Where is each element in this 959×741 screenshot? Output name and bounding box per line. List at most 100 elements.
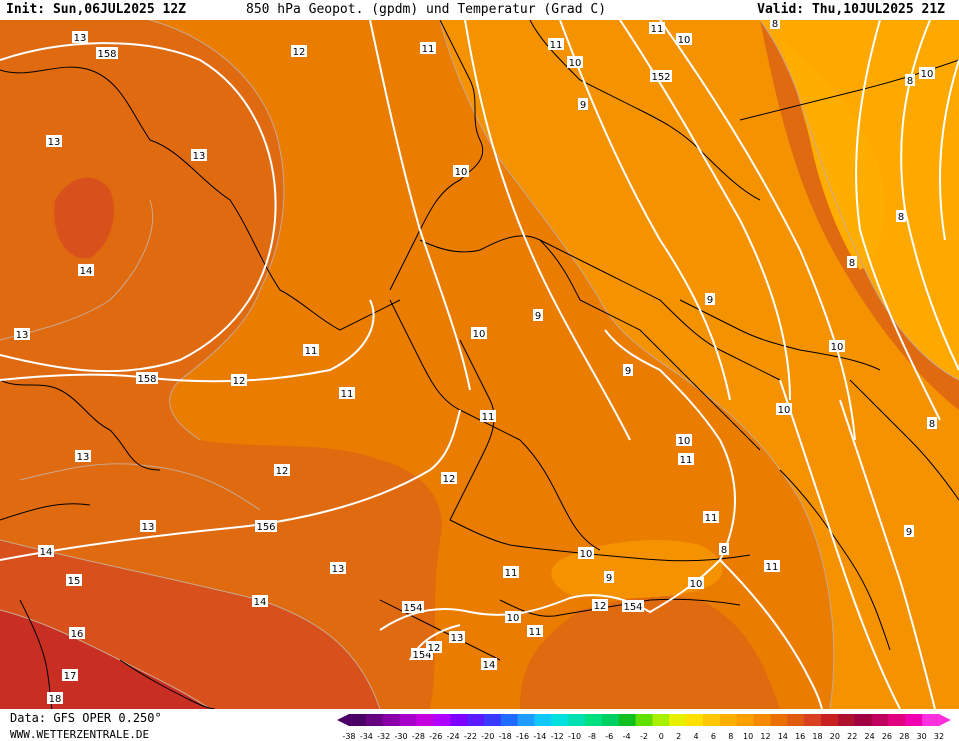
valid-time: Valid: Thu,10JUL2025 21Z xyxy=(757,2,945,17)
legend-tick-label: 18 xyxy=(812,732,822,741)
temperature-label: 9 xyxy=(604,571,614,584)
legend-tick-label: -26 xyxy=(429,732,442,741)
temperature-label-text: 11 xyxy=(505,568,518,579)
legend-swatch xyxy=(618,714,637,726)
temp-zone-14-16-nw xyxy=(54,177,114,259)
temperature-label-box xyxy=(567,56,583,68)
temperature-label-box xyxy=(420,42,436,54)
geopotential-label-box xyxy=(255,520,277,532)
geopotential-labels: 158 158 156 154 154 154 152 xyxy=(96,47,672,661)
temperature-label-text: 8 xyxy=(898,212,904,223)
temperature-label-box xyxy=(896,210,906,222)
temperature-label: 11 xyxy=(420,42,436,55)
temperature-label: 12 xyxy=(291,45,307,58)
legend-tick-label: 8 xyxy=(728,732,733,741)
map-title: 850 hPa Geopot. (gpdm) und Temperatur (G… xyxy=(246,2,607,17)
temperature-label-text: 8 xyxy=(721,545,727,556)
temperature-label-text: 14 xyxy=(254,597,267,608)
temperature-label: 14 xyxy=(252,595,268,608)
temperature-label-text: 11 xyxy=(680,455,693,466)
legend-tick-label: 12 xyxy=(760,732,770,741)
temperature-label: 14 xyxy=(481,658,497,671)
temperature-labels: 13 13 13 12 14 13 11 12 11 13 12 13 14 15 13 14 16 17 18 11… xyxy=(14,20,937,705)
temperature-label-text: 13 xyxy=(332,564,345,575)
temperature-label-box xyxy=(274,464,290,476)
temperature-label-box xyxy=(578,98,588,110)
temperature-label: 12 xyxy=(426,641,442,654)
temperature-label-box xyxy=(676,434,692,446)
temperature-label-text: 11 xyxy=(529,627,542,638)
geopotential-label: 158 xyxy=(136,372,158,385)
temperature-label-box xyxy=(703,511,719,523)
temperature-label: 10 xyxy=(776,403,792,416)
legend-tick-label: -34 xyxy=(360,732,373,741)
temperature-label-text: 18 xyxy=(49,694,62,705)
temperature-label-text: 10 xyxy=(569,58,582,69)
temperature-label: 15 xyxy=(66,574,82,587)
legend-swatch xyxy=(821,714,839,726)
legend-tick-label: -16 xyxy=(516,732,529,741)
legend-tick-label: -6 xyxy=(605,732,613,741)
geopotential-label: 156 xyxy=(255,520,277,533)
temperature-label: 11 xyxy=(339,387,355,400)
legend-tick-label: 28 xyxy=(899,732,909,741)
temperature-label: 9 xyxy=(578,98,588,111)
temperature-label: 8 xyxy=(927,417,937,430)
temperature-label: 13 xyxy=(140,520,156,533)
temperature-label: 16 xyxy=(69,627,85,640)
temperature-label-text: 10 xyxy=(678,436,691,447)
legend-tick-label: -38 xyxy=(342,732,355,741)
temperature-label-box xyxy=(676,33,692,45)
temperature-label-text: 14 xyxy=(40,547,53,558)
map-footer: Data: GFS OPER 0.250° WWW.WETTERZENTRALE… xyxy=(0,709,959,741)
temperature-label: 8 xyxy=(896,210,906,223)
temperature-label-box xyxy=(339,387,355,399)
temperature-label-text: 12 xyxy=(293,47,306,58)
temperature-label-text: 11 xyxy=(422,44,435,55)
temperature-label-box xyxy=(527,625,543,637)
map-header: Init: Sun,06JUL2025 12Z 850 hPa Geopot. … xyxy=(0,0,959,20)
temperature-label: 11 xyxy=(548,38,564,51)
legend-swatch xyxy=(736,714,755,726)
temperature-label-text: 9 xyxy=(535,311,541,322)
temperature-label: 14 xyxy=(78,264,94,277)
temperature-label-text: 13 xyxy=(16,330,29,341)
temperature-label: 13 xyxy=(46,135,62,148)
coastlines-borders xyxy=(0,20,959,709)
legend-swatch xyxy=(500,714,519,726)
legend-tick-label: -30 xyxy=(395,732,408,741)
legend-arrow-high xyxy=(939,714,951,726)
temperature-label-box xyxy=(688,577,704,589)
legend-swatch xyxy=(382,714,401,726)
temperature-label-text: 10 xyxy=(678,35,691,46)
temperature-label-box xyxy=(533,309,543,321)
temperature-label-text: 11 xyxy=(766,562,779,573)
legend-tick-label: -24 xyxy=(447,732,460,741)
legend-tick-label: -32 xyxy=(377,732,390,741)
legend-swatch xyxy=(703,714,721,726)
temperature-label-text: 12 xyxy=(443,474,456,485)
temperature-label: 9 xyxy=(904,525,914,538)
temp-zone-16-18 xyxy=(0,610,210,709)
geopotential-label-box xyxy=(402,601,424,613)
legend-swatch xyxy=(517,714,535,726)
legend-tick-label: 6 xyxy=(711,732,716,741)
temperature-label-box xyxy=(481,658,497,670)
temperature-label-text: 8 xyxy=(772,20,778,30)
legend-swatch xyxy=(804,714,822,726)
temperature-label-box xyxy=(38,545,54,557)
geopotential-label: 152 xyxy=(650,70,672,83)
temperature-label-text: 12 xyxy=(428,643,441,654)
temperature-label: 10 xyxy=(688,577,704,590)
temperature-label: 10 xyxy=(829,340,845,353)
init-time: Init: Sun,06JUL2025 12Z xyxy=(6,2,187,17)
geopotential-label-box xyxy=(136,372,158,384)
temp-zone-10-12 xyxy=(150,20,959,709)
temperature-label-box xyxy=(191,149,207,161)
temperature-label: 17 xyxy=(62,669,78,682)
temperature-label-box xyxy=(303,344,319,356)
temperature-label-box xyxy=(47,692,63,704)
legend-tick-label: -12 xyxy=(551,732,564,741)
temperature-label-box xyxy=(449,631,465,643)
